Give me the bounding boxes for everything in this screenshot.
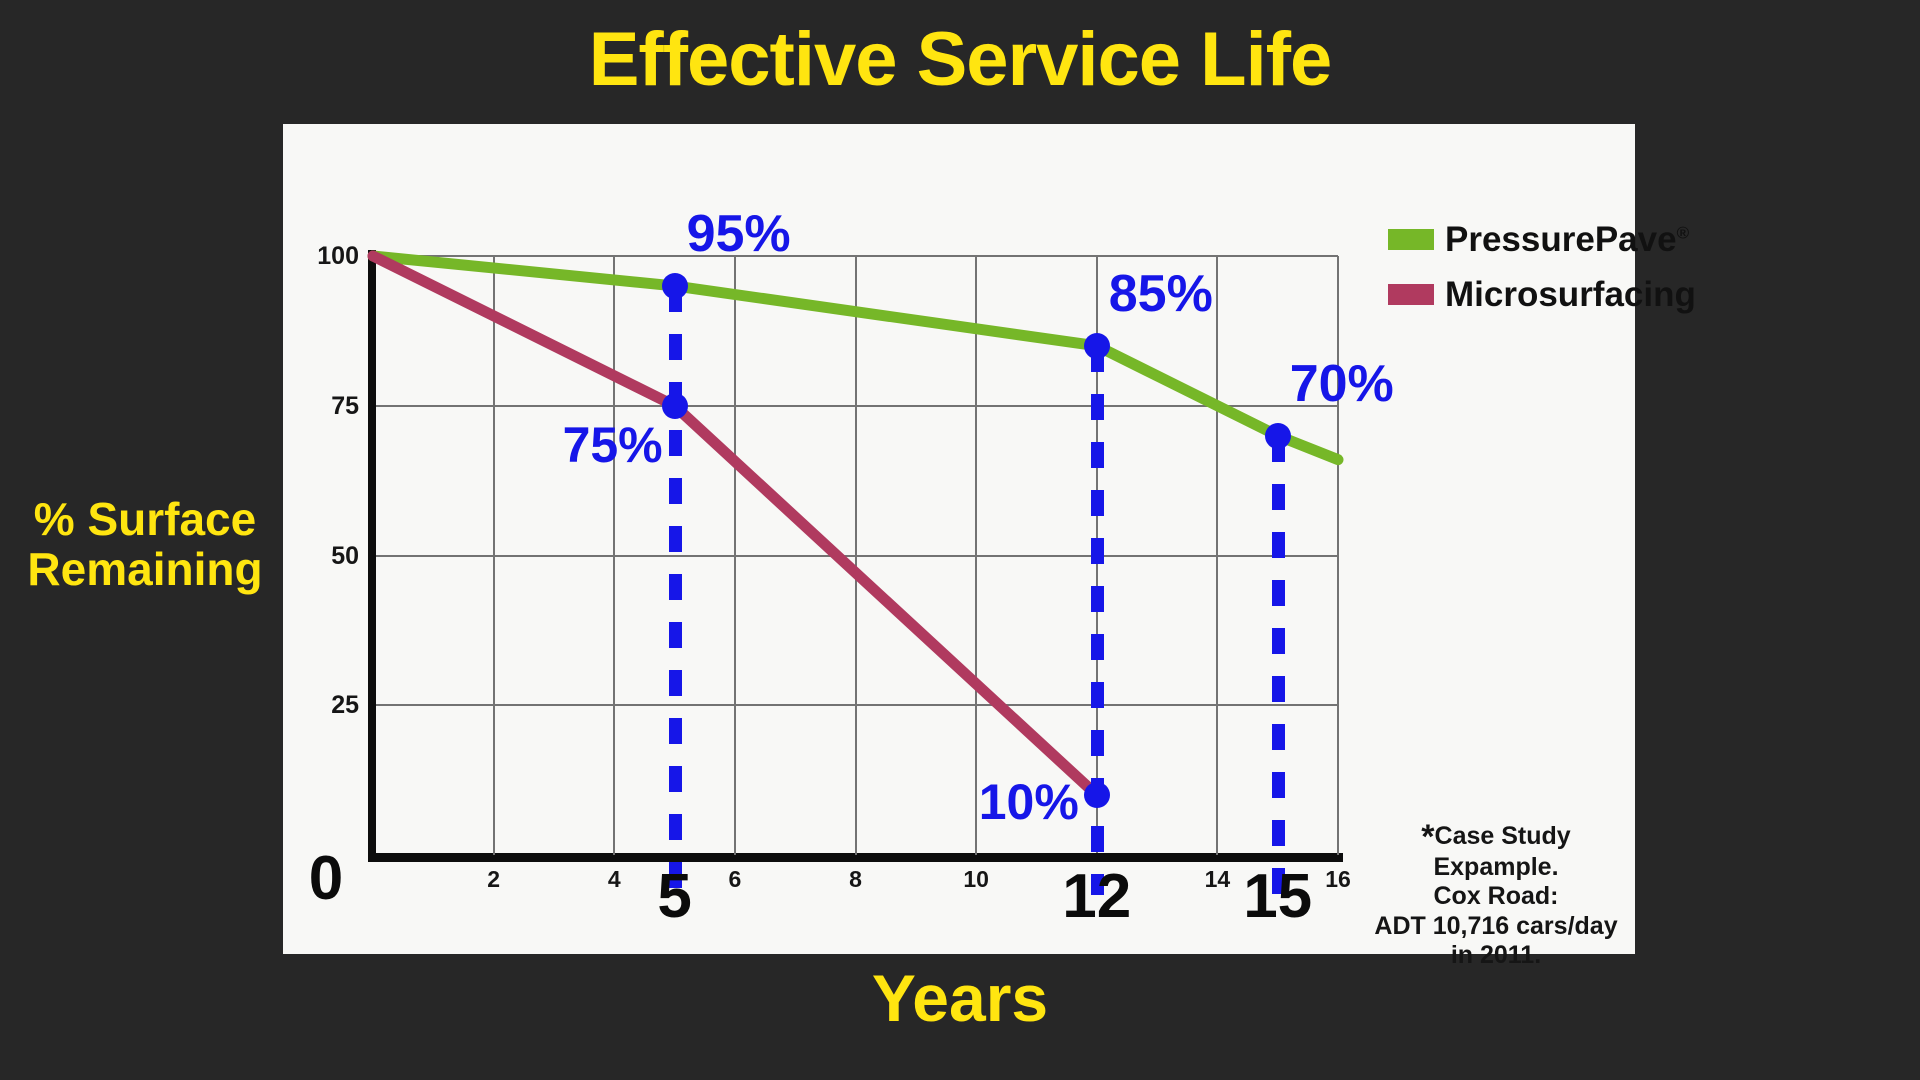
y-tick-label: 25 <box>331 691 359 720</box>
x-axis-tick <box>1216 821 1219 855</box>
x-axis-tick <box>975 821 978 855</box>
gridline-horizontal <box>373 404 1338 407</box>
data-point-label: 75% <box>562 416 663 473</box>
data-point-label: 85% <box>1108 264 1213 323</box>
y-tick-label: 75 <box>331 391 359 420</box>
x-axis-tick <box>492 821 495 855</box>
x-tick-label: 2 <box>487 866 501 892</box>
x-tick-label-major: 0 <box>308 844 344 913</box>
y-axis-title: % Surface Remaining <box>10 493 280 595</box>
y-tick-label: 100 <box>317 242 359 270</box>
plot-panel: 95% 75% 85% 10% 70% 100 75 50 25 2 4 6 8 10 14 16 0 5 12… <box>283 124 1696 969</box>
x-axis-line <box>368 853 1343 862</box>
gridline-horizontal <box>373 704 1338 707</box>
gridline-horizontal <box>373 255 1338 257</box>
x-axis-tick <box>733 821 736 855</box>
footnote-line3: ADT 10,716 cars/day <box>1374 911 1618 940</box>
legend-swatch-pressurepave <box>1388 229 1434 250</box>
x-tick-label-major: 5 <box>657 862 692 931</box>
footnote-asterisk: * <box>1421 818 1435 856</box>
x-axis-tick <box>613 821 616 855</box>
series-line-microsurfacing <box>367 250 1103 801</box>
x-tick-label: 8 <box>849 866 862 892</box>
annotation-drop-line <box>1090 345 1104 895</box>
footnote-line1: *Case Study Expample. <box>1421 818 1571 881</box>
plot-area: 95% 75% 85% 10% 70% 100 75 50 25 2 4 6 8 10 14 16 0 5 12… <box>309 208 1394 928</box>
gridline-horizontal <box>373 554 1338 557</box>
legend-swatch-microsurfacing <box>1388 284 1434 305</box>
x-axis-title: Years <box>871 961 1049 1035</box>
x-tick-label: 10 <box>963 866 989 892</box>
x-tick-label: 14 <box>1204 866 1231 892</box>
x-tick-label: 4 <box>607 866 621 892</box>
y-tick-label: 50 <box>331 541 359 570</box>
data-point-label: 10% <box>978 774 1079 831</box>
gridline-vertical <box>1337 256 1339 855</box>
x-tick-label-major: 12 <box>1062 862 1132 931</box>
y-axis-line <box>368 250 376 861</box>
legend-item-microsurfacing[interactable]: Microsurfacing <box>1388 277 1696 312</box>
chart-title: Effective Service Life <box>588 17 1333 102</box>
legend-label-pressurepave: PressurePave® <box>1445 220 1690 259</box>
series-lines <box>367 250 1344 801</box>
data-point-label: 70% <box>1289 354 1394 413</box>
x-tick-label-major: 15 <box>1243 862 1313 931</box>
legend-item-pressurepave[interactable]: PressurePave® <box>1388 222 1696 257</box>
legend: PressurePave® Microsurfacing <box>1388 222 1696 332</box>
x-tick-label: 6 <box>728 866 742 892</box>
footnote-line2: Cox Road: <box>1433 882 1559 911</box>
annotation-drop-line <box>668 285 682 895</box>
legend-label-microsurfacing: Microsurfacing <box>1445 275 1696 314</box>
footnote-line4: in 2011. <box>1450 941 1542 970</box>
footnote: *Case Study Expample. Cox Road: ADT 10,7… <box>1361 818 1631 971</box>
data-point-label: 95% <box>686 204 791 263</box>
y-axis-title-line1: % Surface <box>33 493 257 545</box>
x-axis-tick <box>854 821 857 855</box>
x-axis-tick <box>1337 821 1339 855</box>
annotation-drop-line <box>1271 435 1285 895</box>
x-tick-label: 16 <box>1325 866 1351 892</box>
y-axis-title-line2: Remaining <box>27 542 263 595</box>
